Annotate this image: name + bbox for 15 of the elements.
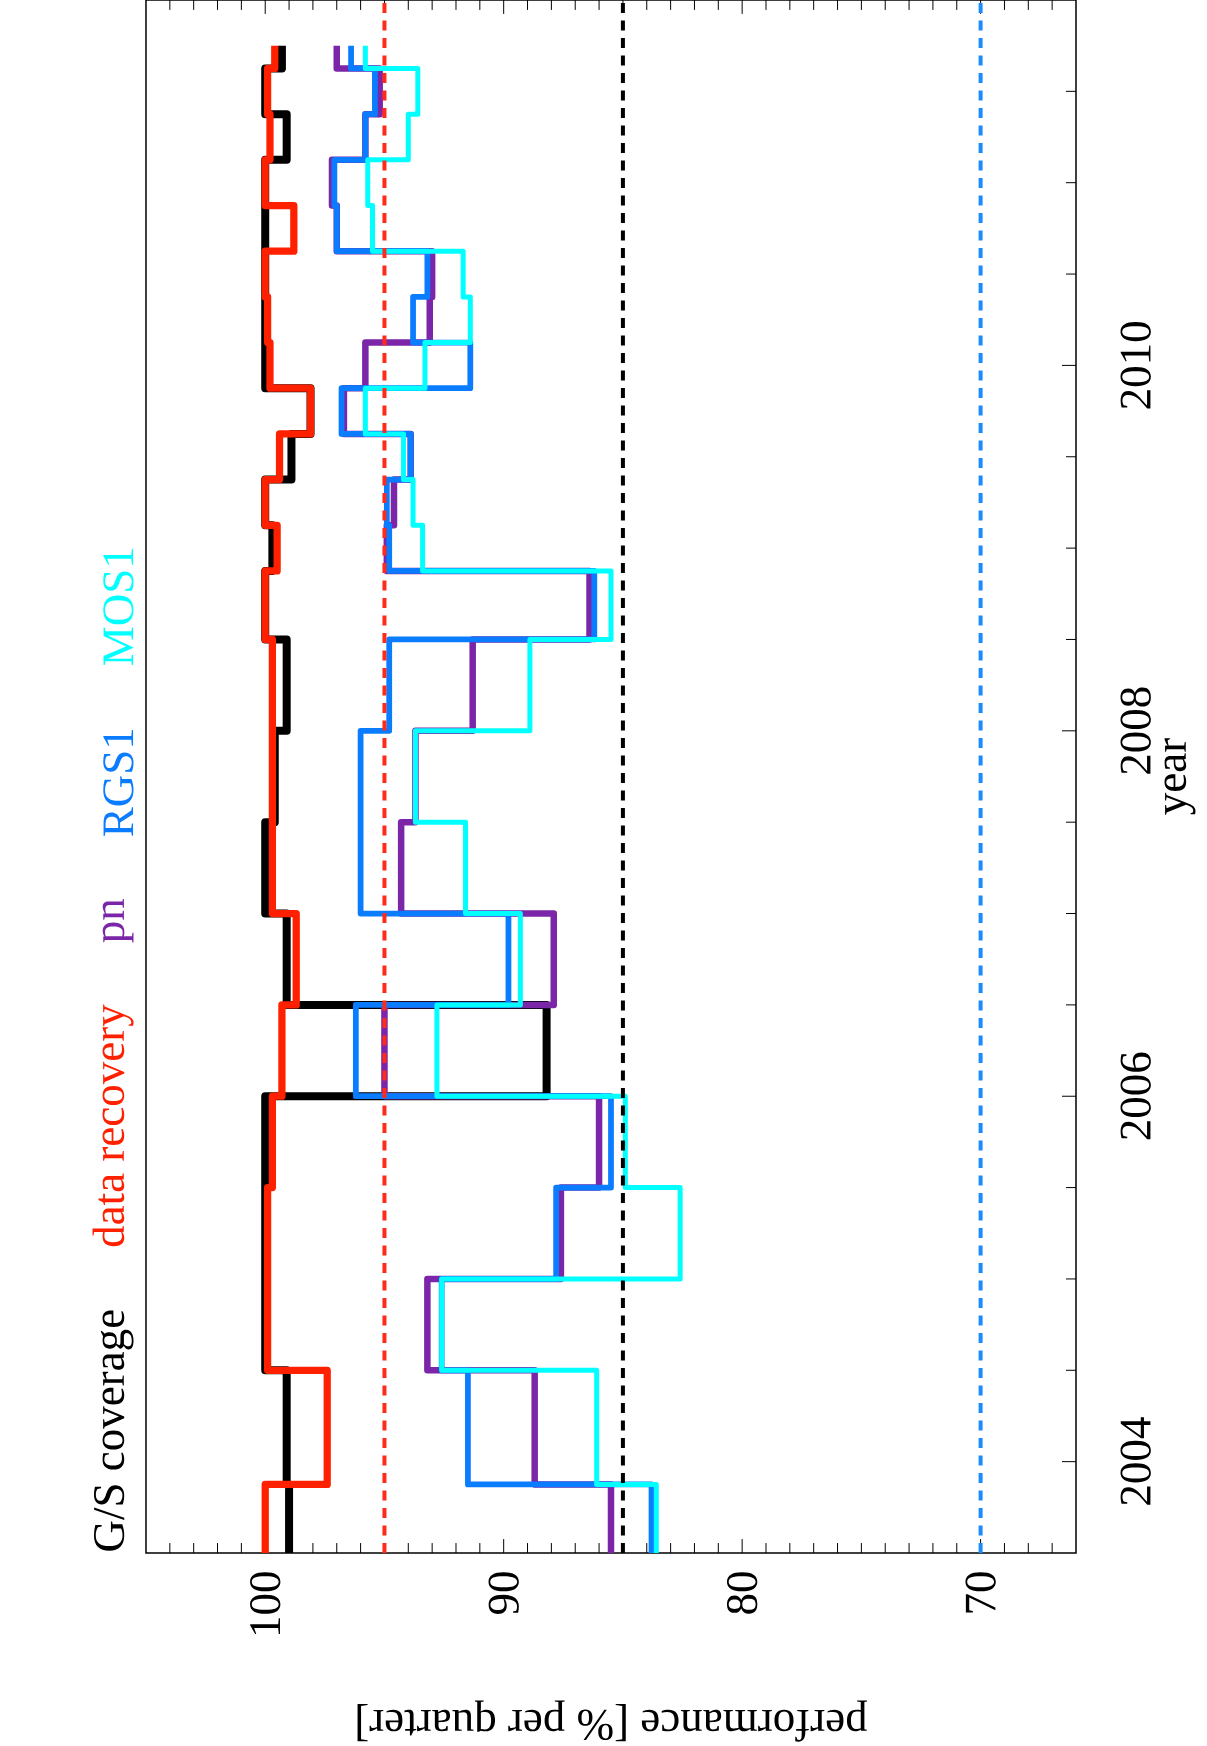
- y-tick-label: 2006: [1120, 1052, 1151, 1140]
- x-tick-label: 100: [250, 1572, 281, 1635]
- x-axis-title: performance [% per quarter]: [357, 1700, 868, 1742]
- text: RGS1: [103, 729, 134, 836]
- text: MOS1: [103, 548, 134, 665]
- x-tick-label: 90: [488, 1572, 519, 1615]
- y-tick-label: 2008: [1120, 687, 1151, 774]
- text: G/S coverage: [93, 1310, 134, 1551]
- x-tick-label: 80: [726, 1572, 758, 1614]
- y-tick-label: 2004: [1120, 1417, 1151, 1505]
- text: pn: [102, 898, 134, 943]
- y-tick-label: 2010: [1120, 322, 1151, 409]
- x-tick-label: 70: [965, 1572, 996, 1613]
- y-axis-title: year: [1164, 738, 1196, 815]
- text: data recovery: [92, 1004, 134, 1247]
